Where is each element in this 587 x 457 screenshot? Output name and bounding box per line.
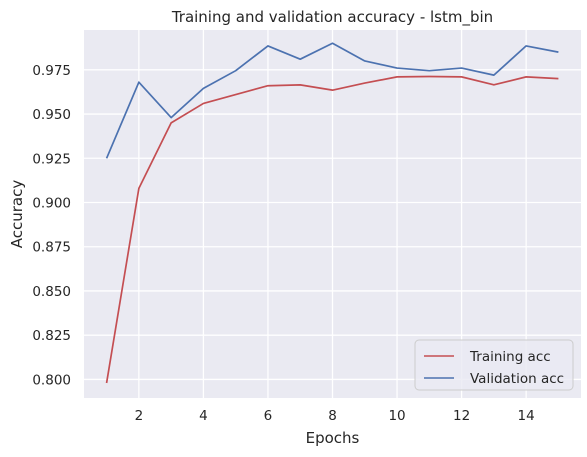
chart-title: Training and validation accuracy - lstm_…	[171, 8, 493, 27]
y-tick-label: 0.800	[32, 372, 71, 388]
series-lines	[105, 42, 559, 384]
x-tick-label: 12	[453, 408, 470, 424]
x-tick-label: 14	[518, 408, 535, 424]
grid-lines	[84, 30, 581, 398]
y-tick-label: 0.875	[32, 240, 71, 256]
y-axis-label: Accuracy	[8, 180, 26, 249]
series-line-training-acc	[105, 75, 559, 384]
x-tick-labels: 2 4 6 8 10 12 14	[135, 408, 535, 424]
y-tick-label: 0.850	[32, 284, 71, 300]
x-tick-label: 6	[264, 408, 273, 424]
legend-label-training: Training acc	[469, 349, 551, 365]
y-tick-label: 0.925	[32, 151, 71, 167]
x-tick-label: 8	[328, 408, 337, 424]
y-tick-label: 0.900	[32, 196, 71, 212]
x-tick-label: 2	[135, 408, 144, 424]
y-tick-labels: 0.800 0.825 0.850 0.875 0.900 0.925 0.950 0.975	[32, 63, 71, 389]
y-tick-label: 0.825	[32, 328, 71, 344]
x-tick-label: 10	[388, 408, 405, 424]
y-tick-label: 0.975	[32, 63, 71, 79]
x-axis-label: Epochs	[306, 429, 360, 447]
series-line-validation-acc	[105, 42, 559, 159]
legend-box	[414, 339, 574, 391]
legend: Training acc Validation acc	[414, 339, 574, 391]
y-tick-label: 0.950	[32, 107, 71, 123]
x-tick-label: 4	[199, 408, 208, 424]
legend-label-validation: Validation acc	[470, 371, 564, 387]
